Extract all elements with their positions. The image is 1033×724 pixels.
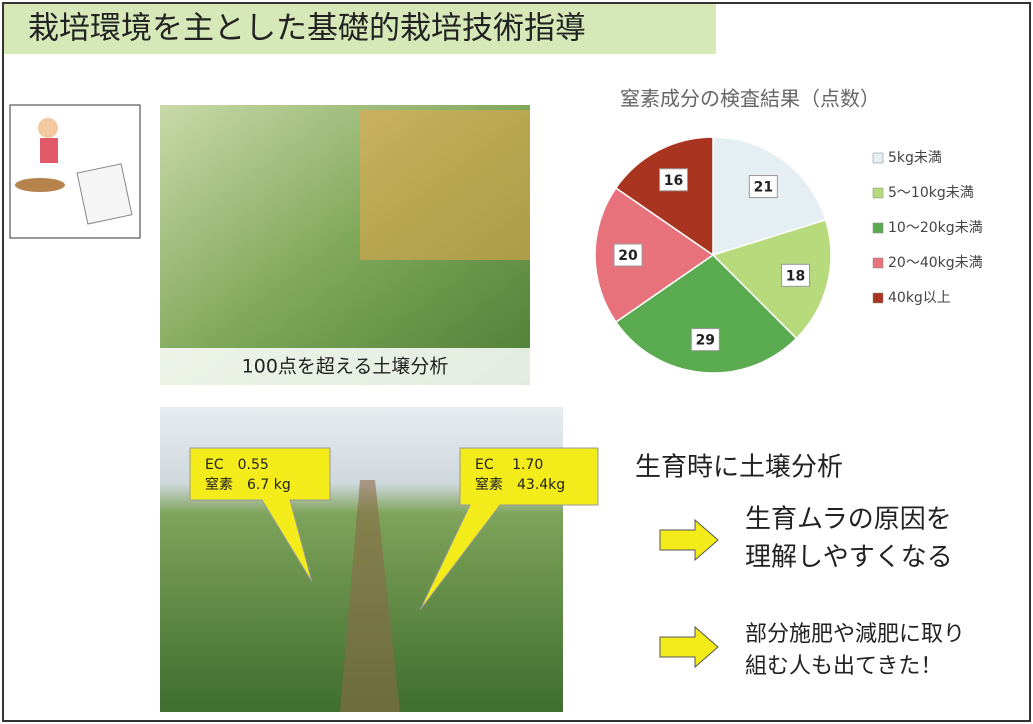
icon-soil xyxy=(15,178,65,192)
data-label: 16 xyxy=(664,173,683,189)
legend-label: 40kg以上 xyxy=(888,290,951,306)
legend-swatch xyxy=(872,222,884,234)
arrow xyxy=(659,625,719,669)
point-text: 生育時に土壌分析 xyxy=(635,453,843,483)
point-text: 理解しやすくなる xyxy=(745,543,953,573)
legend-label: 5kg未満 xyxy=(888,150,942,166)
photo-greenhouse-wall xyxy=(360,110,530,260)
legend-label: 10～20kg未満 xyxy=(888,220,983,236)
callout-box xyxy=(189,447,331,583)
point-text: 生育ムラの原因を xyxy=(745,505,952,535)
caption-strip xyxy=(160,348,530,385)
title-banner xyxy=(4,4,716,54)
chart-title: 窒素成分の検査結果（点数） xyxy=(620,87,880,111)
data-label: 21 xyxy=(754,180,773,196)
icon-paper xyxy=(76,163,133,225)
data-label-box xyxy=(748,175,778,199)
icon-body xyxy=(40,138,58,163)
data-label-box xyxy=(690,328,720,352)
data-label-box xyxy=(659,168,689,192)
legend-swatch xyxy=(872,187,884,199)
data-label-box xyxy=(780,263,810,287)
legend-label: 5～10kg未満 xyxy=(888,185,974,201)
legend-swatch xyxy=(872,152,884,164)
point-text: 部分施肥や減肥に取り xyxy=(745,622,965,647)
data-label: 20 xyxy=(618,248,638,264)
photo-path xyxy=(340,480,400,712)
callout-text: 窒素 43.4kg xyxy=(475,476,565,493)
point-text: 組む人も出てきた！ xyxy=(745,654,942,679)
pie-slice xyxy=(711,218,832,340)
callout-text: EC 1.70 xyxy=(475,457,543,473)
callout-text: EC 0.55 xyxy=(205,457,269,473)
data-label: 18 xyxy=(786,268,805,284)
legend-swatch xyxy=(872,257,884,269)
slide-title: 栽培環境を主とした基礎的栽培技術指導 xyxy=(28,11,586,47)
pie-slice xyxy=(594,186,715,324)
callout-text: 窒素 6.7 kg xyxy=(205,476,291,493)
callout-box xyxy=(419,447,599,611)
legend-swatch xyxy=(872,292,884,304)
arrow xyxy=(659,518,719,562)
icon-head xyxy=(38,118,58,138)
legend-label: 20～40kg未満 xyxy=(888,255,983,271)
data-label-box xyxy=(613,243,643,267)
pie-slice xyxy=(614,136,714,257)
pie-slice xyxy=(614,254,798,374)
photo-caption: 100点を超える土壌分析 xyxy=(242,356,449,378)
data-label: 29 xyxy=(696,333,715,349)
